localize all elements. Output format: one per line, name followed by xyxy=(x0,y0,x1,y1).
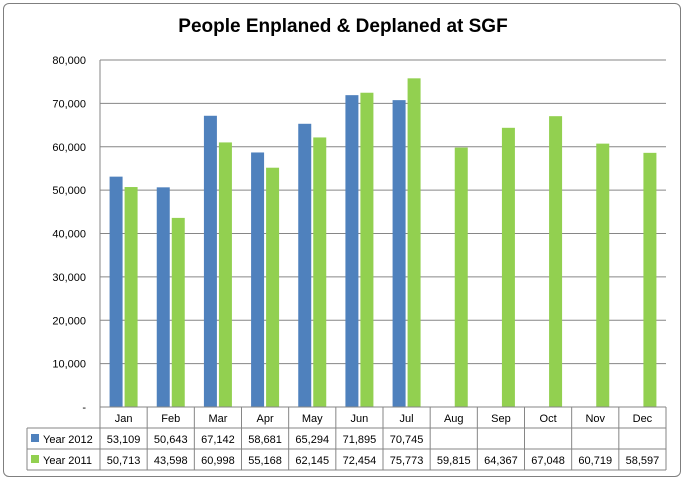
y-tick-label: 70,000 xyxy=(52,98,86,110)
bar-year-2012-apr xyxy=(251,152,265,407)
bar-year-2012-may xyxy=(298,123,312,407)
x-tick-label: Jan xyxy=(115,413,133,425)
bar-year-2012-jul xyxy=(392,100,406,408)
x-tick-label: Jun xyxy=(351,413,369,425)
legend-key-year-2011 xyxy=(31,455,39,463)
legend-label: Year 2011 xyxy=(43,455,92,467)
bar-year-2011-may xyxy=(313,137,327,408)
bar-year-2011-jun xyxy=(360,92,374,407)
data-cell: 50,643 xyxy=(154,434,188,446)
data-cell: 62,145 xyxy=(295,455,329,467)
bar-year-2012-jan xyxy=(109,176,123,407)
bar-year-2012-jun xyxy=(345,95,359,407)
y-tick-label: 40,000 xyxy=(52,229,86,241)
data-cell: 58,597 xyxy=(626,455,660,467)
y-tick-label: 20,000 xyxy=(52,315,86,327)
y-tick-label: 60,000 xyxy=(52,142,86,154)
data-cell: 72,454 xyxy=(343,455,377,467)
x-tick-label: Oct xyxy=(540,413,557,425)
data-cell: 71,895 xyxy=(343,434,377,446)
bar-year-2011-nov xyxy=(596,143,610,407)
data-cell: 75,773 xyxy=(390,455,424,467)
data-cell: 60,719 xyxy=(578,455,612,467)
data-cell: 59,815 xyxy=(437,455,471,467)
bar-year-2011-oct xyxy=(549,116,563,408)
y-tick-label: - xyxy=(82,402,86,414)
bar-year-2012-mar xyxy=(203,115,217,407)
data-cell: 60,998 xyxy=(201,455,235,467)
data-cell: 70,745 xyxy=(390,434,424,446)
data-cell: 55,168 xyxy=(248,455,282,467)
bar-year-2011-apr xyxy=(266,167,280,407)
legend-label: Year 2012 xyxy=(43,434,93,446)
x-tick-label: Nov xyxy=(585,413,605,425)
bar-year-2011-mar xyxy=(218,142,232,407)
x-tick-label: Mar xyxy=(208,413,227,425)
y-tick-label: 30,000 xyxy=(52,272,86,284)
data-cell: 67,142 xyxy=(201,434,235,446)
x-tick-label: Sep xyxy=(491,413,511,425)
x-tick-label: Dec xyxy=(633,413,653,425)
bar-year-2011-sep xyxy=(501,127,515,407)
y-tick-label: 10,000 xyxy=(52,359,86,371)
data-cell: 53,109 xyxy=(107,434,141,446)
legend-key-year-2012 xyxy=(31,434,39,442)
x-tick-label: May xyxy=(302,413,323,425)
bar-year-2011-jul xyxy=(407,78,421,408)
data-cell: 64,367 xyxy=(484,455,518,467)
bar-year-2011-feb xyxy=(171,217,185,407)
bar-year-2011-jan xyxy=(124,187,138,407)
x-tick-label: Apr xyxy=(257,413,274,425)
bar-year-2011-dec xyxy=(643,152,657,407)
x-tick-label: Aug xyxy=(444,413,464,425)
bar-year-2011-aug xyxy=(454,147,468,408)
bar-year-2012-feb xyxy=(156,187,170,407)
x-tick-label: Feb xyxy=(161,413,180,425)
data-cell: 58,681 xyxy=(248,434,282,446)
data-cell: 43,598 xyxy=(154,455,188,467)
y-tick-label: 50,000 xyxy=(52,185,86,197)
data-cell: 50,713 xyxy=(107,455,141,467)
chart-title: People Enplaned & Deplaned at SGF xyxy=(178,16,508,37)
y-tick-label: 80,000 xyxy=(52,55,86,67)
data-cell: 65,294 xyxy=(295,434,329,446)
data-cell: 67,048 xyxy=(531,455,565,467)
x-tick-label: Jul xyxy=(400,413,414,425)
